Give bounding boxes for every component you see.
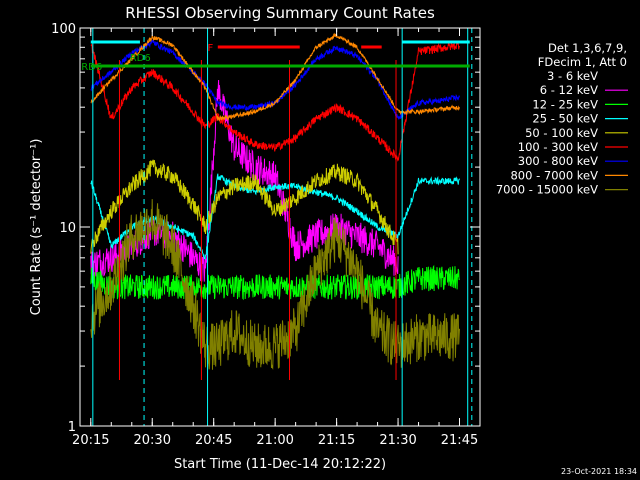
flag-annotation: RD6 (130, 53, 151, 64)
legend-entry-label: 3 - 6 keV (547, 69, 598, 83)
series-8 (90, 199, 460, 370)
legend-entry-label: 25 - 50 keV (532, 112, 598, 126)
legend: Det 1,3,6,7,9, FDecim 1, Att 0 3 - 6 keV… (496, 41, 628, 197)
series-line (90, 39, 460, 121)
series-4 (90, 159, 399, 255)
legend-entry-label: 300 - 800 keV (518, 154, 598, 168)
legend-entry-label: 800 - 7000 keV (510, 168, 598, 182)
legend-entry-label: 50 - 100 keV (525, 126, 598, 140)
chart-title: RHESSI Observing Summary Count Rates (125, 4, 435, 22)
legend-entry-label: 7000 - 15000 keV (496, 183, 598, 197)
x-tick-label: 21:45 (441, 433, 478, 448)
series-line (90, 79, 399, 282)
legend-header-line-1: Det 1,3,6,7,9, (548, 41, 627, 55)
legend-header-line-2: FDecim 1, Att 0 (538, 55, 627, 69)
series-line (90, 264, 460, 301)
legend-entry-label: 6 - 12 keV (540, 83, 598, 97)
x-tick-label: 20:45 (195, 433, 232, 448)
flag-annotation: F (208, 43, 214, 54)
generation-timestamp: 23-Oct-2021 18:34 (561, 467, 637, 476)
y-axis-label: Count Rate (s⁻¹ detector⁻¹) (29, 139, 44, 316)
y-tick-label: 10 (59, 221, 76, 236)
x-axis-label: Start Time (11-Dec-14 20:12:22) (174, 457, 386, 472)
x-tick-label: 20:15 (72, 433, 109, 448)
y-tick-label: 100 (51, 22, 76, 37)
x-tick-label: 21:00 (256, 433, 293, 448)
x-tick-label: 21:30 (379, 433, 416, 448)
series-line (90, 41, 460, 162)
series-line (90, 199, 460, 370)
legend-entry-label: 12 - 25 keV (532, 97, 598, 111)
tick-layer: 20:15 20:30 20:45 21:00 21:15 21:30 21:45 1 10 10… (51, 22, 481, 448)
series-line (90, 159, 399, 255)
legend-entry-label: 100 - 300 keV (518, 140, 598, 154)
x-tick-label: 20:30 (134, 433, 171, 448)
flag-annotation: RD6 (81, 62, 102, 73)
flag-layer: F RD6 RD6 (81, 28, 473, 426)
y-tick-label: 1 (68, 420, 76, 435)
x-tick-label: 21:15 (318, 433, 355, 448)
